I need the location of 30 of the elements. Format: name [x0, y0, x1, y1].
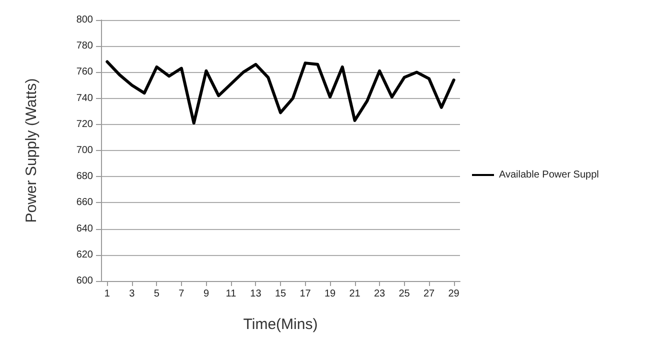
- y-tick-label: 720: [76, 118, 94, 130]
- y-tick-label: 620: [76, 249, 94, 260]
- x-tick-label: 27: [423, 288, 436, 300]
- x-tick-label: 21: [349, 288, 361, 300]
- x-tick-label: 9: [203, 288, 210, 300]
- x-tick-label: 1: [104, 288, 110, 300]
- x-tick-label: 11: [226, 288, 237, 300]
- y-tick-label: 760: [76, 66, 94, 78]
- line-series: [106, 60, 456, 125]
- y-tick-label: 700: [76, 145, 94, 156]
- y-tick-label: 600: [76, 276, 94, 286]
- x-axis-title: Time(Mins): [243, 316, 318, 333]
- x-tick-label: 15: [274, 288, 286, 300]
- y-tick-label: 660: [76, 197, 94, 208]
- x-tick-label: 5: [154, 288, 160, 300]
- x-tick-label: 7: [178, 288, 185, 300]
- x-tick-label: 23: [374, 288, 386, 300]
- y-tick-label: 800: [76, 14, 94, 26]
- x-tick-label: 3: [129, 288, 136, 300]
- x-tick-label: 13: [250, 288, 262, 300]
- y-tick-label: 640: [76, 223, 94, 234]
- y-tick-label: 680: [76, 171, 94, 182]
- legend-label: Available Power Suppl: [499, 170, 599, 180]
- x-tick-label: 25: [398, 288, 410, 300]
- x-tick-label: 29: [448, 288, 460, 300]
- x-tick-label: 17: [300, 288, 312, 300]
- y-tick-label: 740: [76, 92, 94, 104]
- y-tick-label: 780: [76, 40, 94, 52]
- x-tick-label: 19: [324, 288, 336, 300]
- y-axis-title: Power Supply (Watts): [23, 78, 40, 223]
